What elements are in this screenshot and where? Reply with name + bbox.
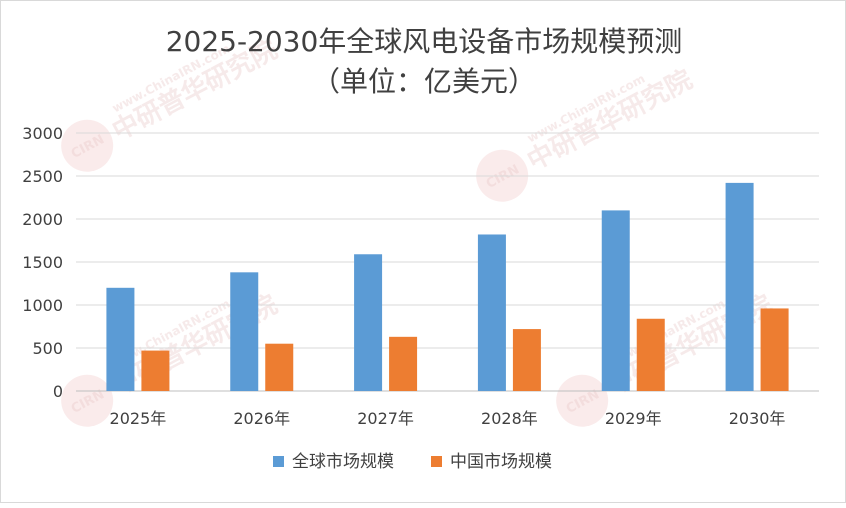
legend: 全球市场规模 中国市场规模 [273, 452, 552, 472]
bar-china [512, 329, 541, 391]
legend-swatch [431, 456, 442, 467]
y-tick-label: 3000 [22, 124, 63, 143]
y-tick-label: 1000 [22, 296, 63, 315]
y-axis: 0 500 1000 1500 2000 2500 3000 [22, 124, 63, 401]
x-axis: 2025年 2026年 2027年 2028年 2029年 2030年 [110, 409, 786, 428]
bar-global [230, 272, 259, 391]
legend-label: 中国市场规模 [450, 452, 552, 472]
bars-group [106, 182, 789, 391]
chart-title: 2025-2030年全球风电设备市场规模预测 [166, 25, 683, 58]
legend-swatch [273, 456, 284, 467]
bar-china [265, 343, 294, 391]
x-tick-label: 2026年 [233, 409, 290, 428]
y-tick-label: 0 [53, 382, 63, 401]
watermark-logo-icon [556, 374, 609, 427]
x-tick-label: 2029年 [605, 409, 662, 428]
bar-global [601, 210, 630, 391]
watermark-logo-icon [61, 374, 114, 427]
x-tick-label: 2030年 [729, 409, 786, 428]
bar-global [106, 287, 135, 391]
x-tick-label: 2027年 [357, 409, 414, 428]
bar-china [760, 308, 789, 391]
bar-china [636, 318, 665, 391]
legend-label: 全球市场规模 [292, 452, 394, 472]
x-tick-label: 2025年 [110, 409, 167, 428]
y-tick-label: 500 [32, 339, 63, 358]
chart-subtitle: （单位：亿美元） [312, 65, 536, 98]
y-tick-label: 2000 [22, 210, 63, 229]
bar-global [477, 234, 506, 391]
bar-global [354, 254, 383, 391]
x-tick-label: 2028年 [481, 409, 538, 428]
y-tick-label: 1500 [22, 253, 63, 272]
bar-global [725, 182, 754, 391]
bar-china [389, 336, 418, 391]
bar-china [141, 350, 170, 391]
grid-lines [76, 132, 819, 392]
y-tick-label: 2500 [22, 167, 63, 186]
